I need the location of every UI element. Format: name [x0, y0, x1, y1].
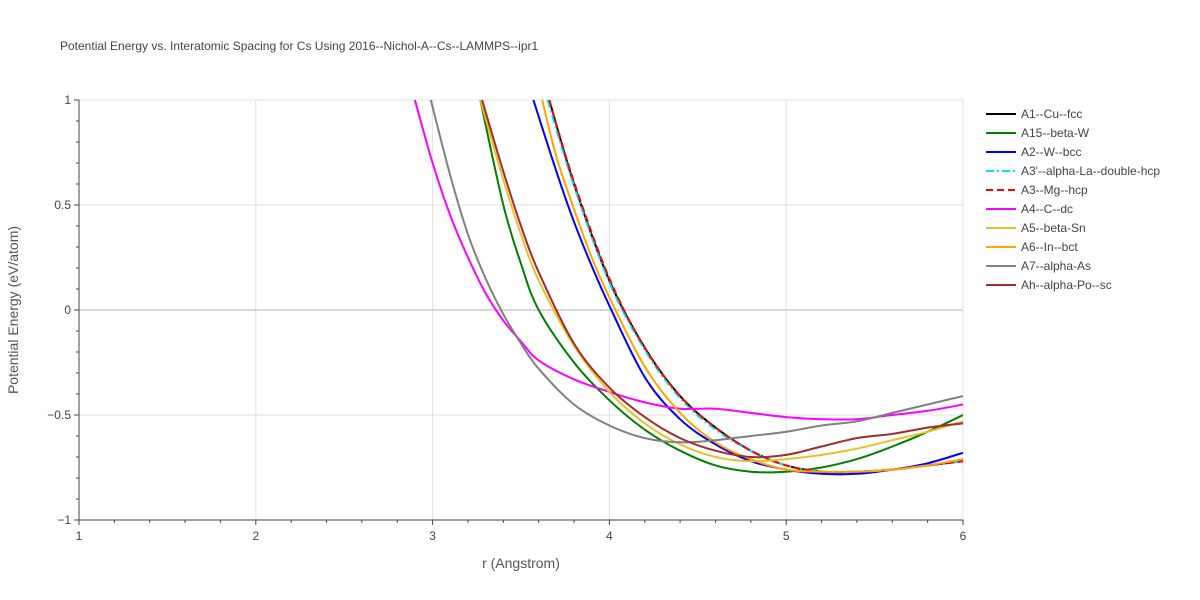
axes: 1 2 3 4 5 6 −1 −0.5 0 0.5 1: [47, 93, 966, 543]
y-tick-label: −0.5: [47, 408, 71, 422]
legend-item[interactable]: A2--W--bcc: [986, 145, 1081, 159]
chart-title: Potential Energy vs. Interatomic Spacing…: [60, 39, 538, 53]
legend-label: Ah--alpha-Po--sc: [1021, 278, 1112, 292]
series-line-2: [532, 100, 963, 476]
legend-label: A3'--alpha-La--double-hcp: [1021, 164, 1160, 178]
series-line-1: [479, 100, 963, 474]
legend-item[interactable]: A3'--alpha-La--double-hcp: [986, 164, 1160, 178]
y-tick-label: 0.5: [54, 198, 71, 212]
legend-label: A6--In--bct: [1021, 240, 1078, 254]
y-tick-label: 1: [64, 93, 71, 107]
legend-item[interactable]: A1--Cu--fcc: [986, 107, 1082, 121]
series-line-7: [541, 100, 963, 473]
legend-item[interactable]: A7--alpha-As: [986, 259, 1091, 273]
x-tick-label: 1: [76, 529, 83, 543]
x-axis-label: r (Angstrom): [482, 555, 560, 571]
y-tick-label: −1: [57, 513, 71, 527]
series-layer: [413, 100, 963, 476]
x-tick-label: 2: [252, 529, 259, 543]
legend-item[interactable]: A15--beta-W: [986, 126, 1090, 140]
legend[interactable]: A1--Cu--fcc A15--beta-W A2--W--bcc A3'--alp…: [986, 107, 1160, 292]
grid: [79, 99, 964, 520]
legend-label: A7--alpha-As: [1021, 259, 1091, 273]
legend-item[interactable]: A3--Mg--hcp: [986, 183, 1088, 197]
legend-item[interactable]: A6--In--bct: [986, 240, 1078, 254]
series-line-6: [479, 100, 963, 463]
x-tick-label: 5: [783, 529, 790, 543]
y-tick-label: 0: [64, 303, 71, 317]
legend-label: A2--W--bcc: [1021, 145, 1081, 159]
series-line-5: [413, 100, 963, 421]
x-tick-label: 4: [606, 529, 613, 543]
legend-label: A3--Mg--hcp: [1021, 183, 1088, 197]
legend-item[interactable]: Ah--alpha-Po--sc: [986, 278, 1112, 292]
x-tick-label: 6: [960, 529, 967, 543]
y-axis-label: Potential Energy (eV/atom): [5, 226, 21, 394]
legend-item[interactable]: A4--C--dc: [986, 202, 1073, 216]
legend-label: A4--C--dc: [1021, 202, 1073, 216]
legend-label: A15--beta-W: [1021, 126, 1090, 140]
legend-label: A5--beta-Sn: [1021, 221, 1086, 235]
legend-label: A1--Cu--fcc: [1021, 107, 1082, 121]
series-line-8: [429, 100, 963, 444]
series-line-9: [481, 100, 963, 459]
legend-item[interactable]: A5--beta-Sn: [986, 221, 1086, 235]
x-tick-label: 3: [429, 529, 436, 543]
